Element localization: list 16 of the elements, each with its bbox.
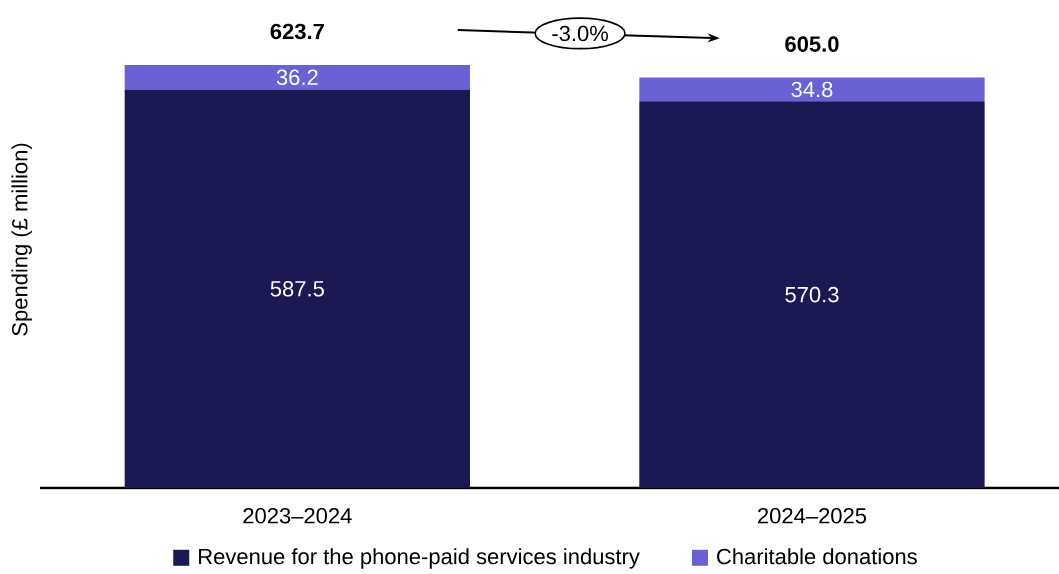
- data-label: 570.3: [785, 286, 839, 303]
- bar: [639, 101, 985, 488]
- total-label: 605.0: [785, 36, 839, 52]
- total-label: 623.7: [270, 23, 324, 40]
- data-label: 36.2: [276, 69, 318, 86]
- y-axis-title: Spending (£ million): [11, 143, 32, 336]
- data-label: 587.5: [270, 281, 324, 297]
- legend-label: Revenue for the phone-paid services industry: [199, 548, 640, 569]
- bar: [124, 89, 470, 488]
- bar: [124, 64, 470, 90]
- x-tick-label: 2024–2025: [758, 508, 867, 524]
- bar: [639, 77, 985, 102]
- legend-label: Charitable donations: [717, 548, 917, 565]
- text: -3.0%: [552, 25, 608, 42]
- data-label: 34.8: [791, 81, 833, 98]
- x-tick-label: 2023–2024: [243, 508, 352, 524]
